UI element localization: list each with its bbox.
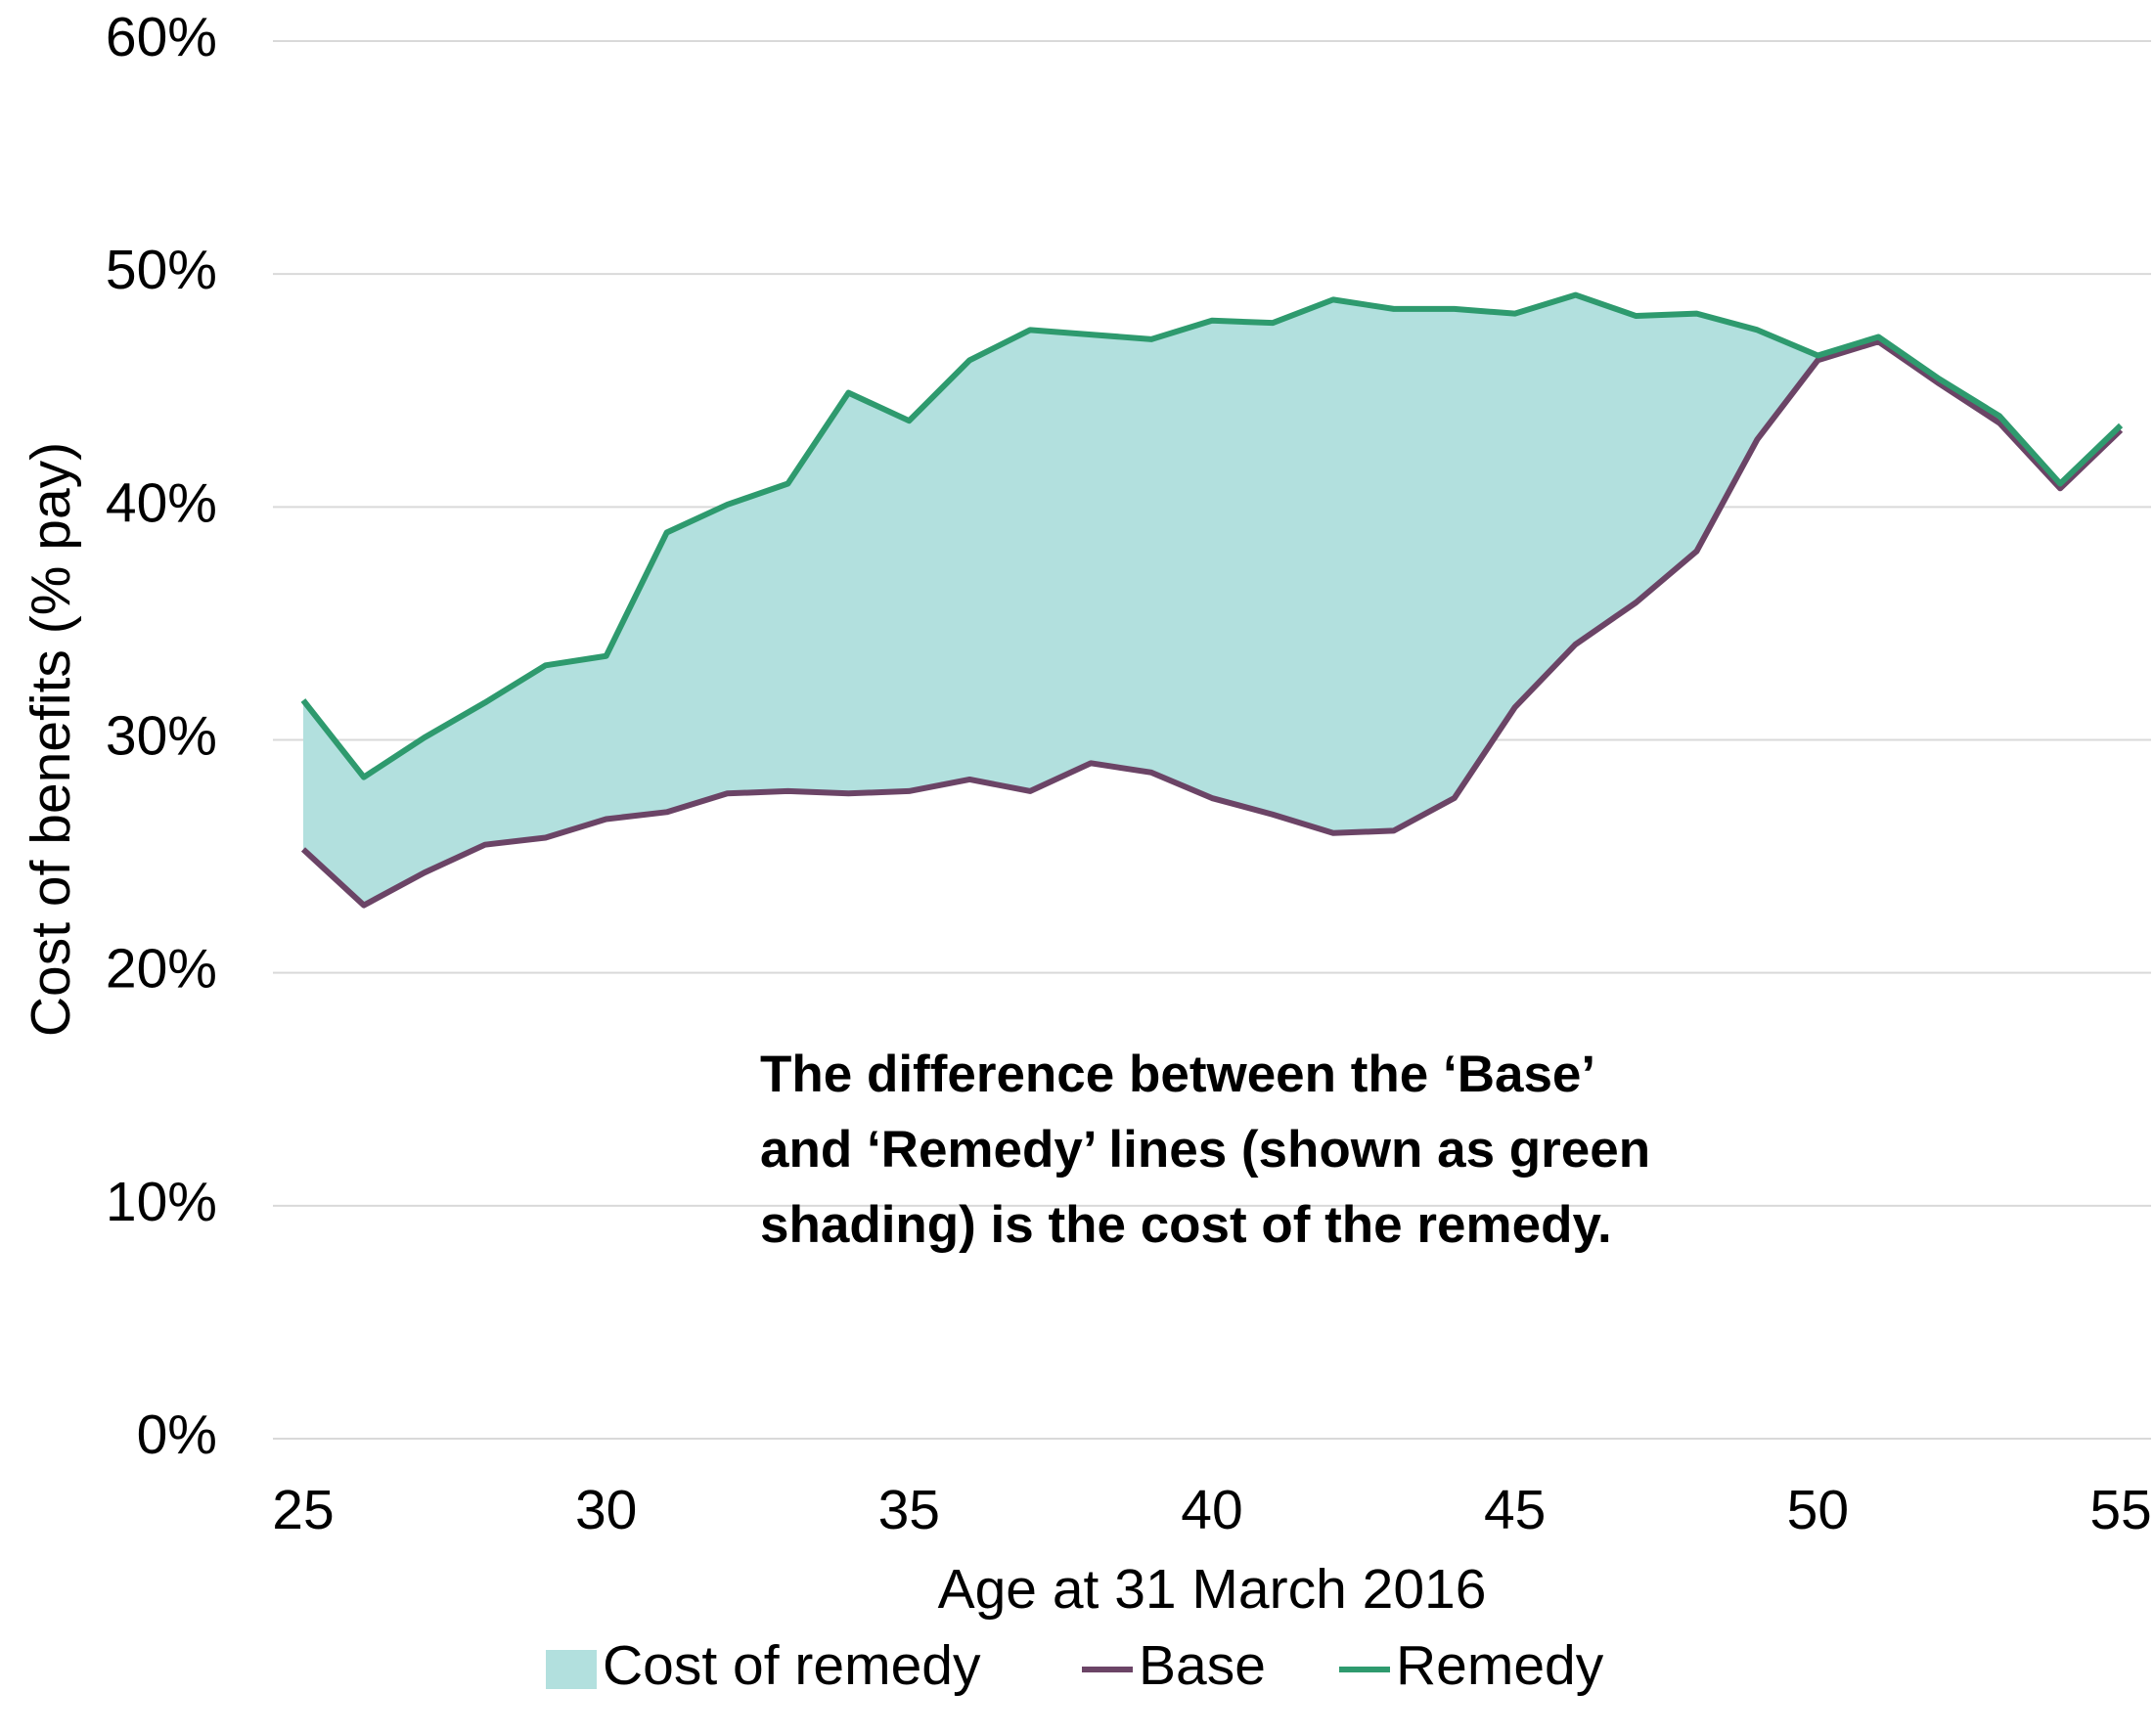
legend-label: Remedy bbox=[1396, 1634, 1604, 1697]
annotation: shading) is the cost of the remedy. bbox=[760, 1196, 1612, 1254]
y-tick-label: 50% bbox=[106, 239, 217, 301]
x-tick-label: 45 bbox=[1484, 1479, 1546, 1541]
x-tick-label: 25 bbox=[272, 1479, 334, 1541]
y-tick-label: 40% bbox=[106, 471, 217, 534]
legend-label: Base bbox=[1139, 1634, 1266, 1697]
x-tick-label: 55 bbox=[2089, 1479, 2151, 1541]
y-tick-label: 20% bbox=[106, 938, 217, 1001]
x-axis-label: Age at 31 March 2016 bbox=[938, 1558, 1487, 1621]
y-axis-label: Cost of benefits (% pay) bbox=[20, 442, 82, 1037]
line bbox=[300, 291, 2124, 780]
legend-swatch bbox=[546, 1650, 597, 1689]
annotation: The difference between the ‘Base’ bbox=[760, 1046, 1595, 1103]
legend-label: Cost of remedy bbox=[603, 1634, 981, 1697]
line bbox=[300, 338, 2124, 909]
x-tick-label: 40 bbox=[1181, 1479, 1242, 1541]
y-tick-label: 0% bbox=[137, 1403, 217, 1466]
y-tick-label: 10% bbox=[106, 1171, 217, 1233]
x-tick-label: 30 bbox=[575, 1479, 637, 1541]
x-tick-label: 35 bbox=[878, 1479, 940, 1541]
x-tick-label: 50 bbox=[1787, 1479, 1849, 1541]
annotation: and ‘Remedy’ lines (shown as green bbox=[760, 1121, 1650, 1179]
y-tick-label: 30% bbox=[106, 705, 217, 768]
area bbox=[302, 294, 2122, 906]
y-tick-label: 60% bbox=[106, 6, 217, 68]
